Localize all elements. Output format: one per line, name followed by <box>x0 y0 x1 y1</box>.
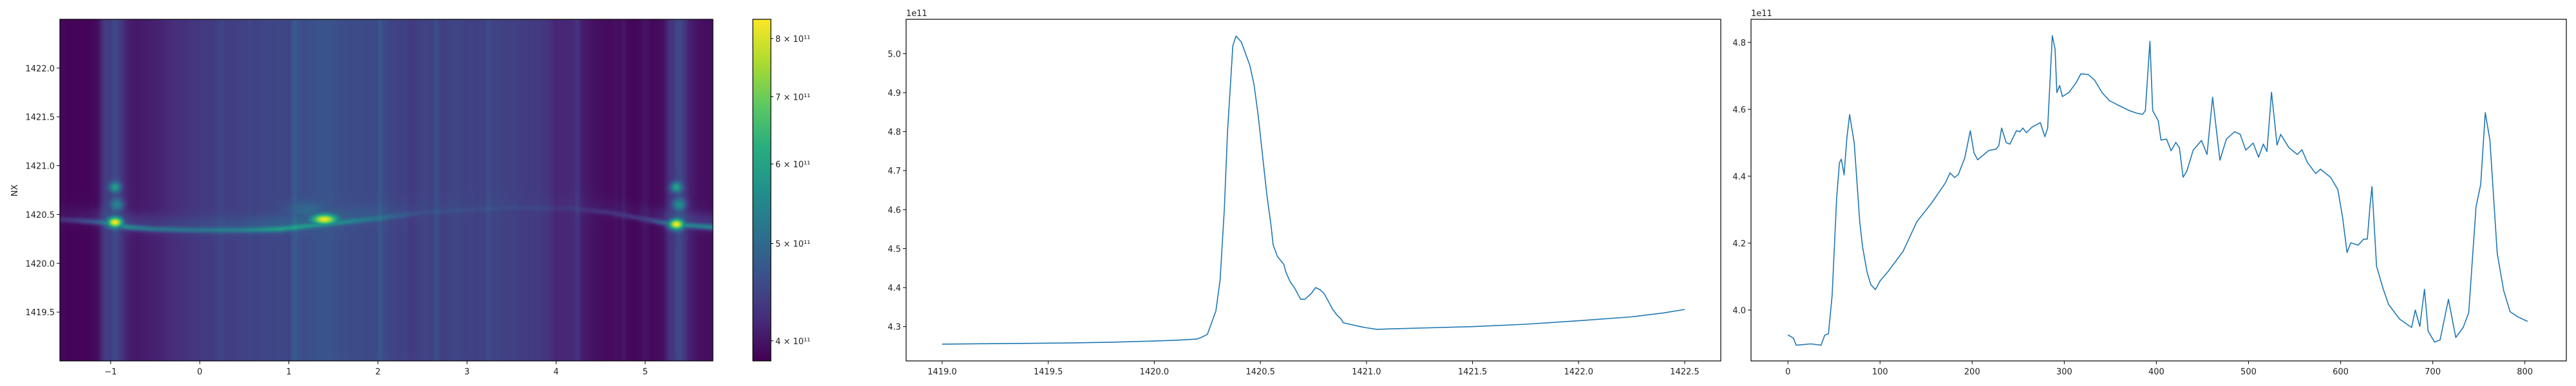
line-panel-2-x-tick-label: 200 <box>1964 367 1980 377</box>
line-panel-1-x-tick-label: 1419.5 <box>1034 367 1063 377</box>
colorbar: 4 × 10¹¹ 5 × 10¹¹ 6 × 10¹¹ 7 × 10¹¹ 8 × 10¹¹ <box>752 19 810 362</box>
heatmap-x-tick-label: 2 <box>375 367 381 377</box>
line-panel-1-y-tick-label: 4.5 <box>887 244 901 254</box>
heatmap-x-tick-label: 1 <box>286 367 291 377</box>
line-panel-1-y-tick-label: 4.9 <box>887 89 901 98</box>
line-panel-1-y-tick-label: 5.0 <box>887 50 901 59</box>
line-panel-2-y-tick-label: 4.4 <box>1732 172 1746 182</box>
line-panel-2-offset-text: 1e11 <box>1751 9 1772 19</box>
line-panel-1-y-tick-label: 4.4 <box>887 284 901 293</box>
line-panel-2-x-tick-label: 500 <box>2240 367 2257 377</box>
heatmap-y-tick-label: 1419.5 <box>26 308 55 318</box>
heatmap-y-tick-label: 1420.0 <box>26 259 55 269</box>
line-panel-1-x-tick-label: 1421.5 <box>1458 367 1488 377</box>
line-panel-1-x-tick-label: 1420.5 <box>1245 367 1275 377</box>
heatmap-x-tick-label: 0 <box>197 367 202 377</box>
line-panel-2-series-line <box>1787 35 2528 346</box>
line-panel-2-y-tick-label: 4.6 <box>1732 106 1746 115</box>
heatmap-y-tick-label: 1421.5 <box>26 113 55 123</box>
line-panel-2-x-tick-label: 100 <box>1872 367 1888 377</box>
line-panel-2-x-tick-label: 700 <box>2425 367 2441 377</box>
line-panel-2-x-tick-label: 300 <box>2056 367 2072 377</box>
colorbar-frame <box>752 19 772 362</box>
line-panel-1-offset-text: 1e11 <box>906 9 927 19</box>
line-panel-2-frame <box>1750 19 2567 362</box>
line-panel-2: 0 100 200 300 400 500 600 700 800 4.0 4.2 4.4 4.6 4.8 <box>1732 19 2567 377</box>
heatmap-y-tick-label: 1421.0 <box>26 162 55 172</box>
heatmap-frame <box>59 19 714 362</box>
heatmap-image <box>60 19 713 361</box>
line-panel-2-y-tick-label: 4.2 <box>1732 239 1746 249</box>
heatmap-x-tick-label: 5 <box>643 367 648 377</box>
colorbar-tick-label: 5 × 10¹¹ <box>775 239 810 249</box>
colorbar-tick-label: 7 × 10¹¹ <box>775 93 810 102</box>
heatmap-y-tick-label: 1422.0 <box>26 64 55 74</box>
line-panel-2-y-tick-label: 4.0 <box>1732 306 1746 316</box>
colorbar-tick-label: 6 × 10¹¹ <box>775 160 810 170</box>
line-panel-1-x-tick-label: 1422.5 <box>1670 367 1700 377</box>
heatmap-x-tick-label: 3 <box>464 367 469 377</box>
line-panel-2-x-tick-label: 800 <box>2517 367 2533 377</box>
heatmap-x-tick-label: 4 <box>553 367 558 377</box>
line-panel-1-y-tick-label: 4.3 <box>887 323 901 333</box>
colorbar-gradient <box>753 19 771 361</box>
line-panel-1-x-tick-label: 1421.0 <box>1352 367 1381 377</box>
heatmap-x-tick-label: −1 <box>104 367 117 377</box>
line-panel-1-y-tick-label: 4.8 <box>887 128 901 138</box>
heatmap-y-tick-label: 1420.5 <box>26 210 55 220</box>
line-panel-1-series-line <box>942 35 1685 345</box>
line-panel-1-frame <box>905 19 1721 362</box>
line-panel-2-x-tick-label: 400 <box>2148 367 2164 377</box>
line-panel-1-x-tick-label: 1420.0 <box>1140 367 1170 377</box>
heatmap-y-axis-label: NX <box>10 185 20 197</box>
line-panel-2-x-tick-label: 0 <box>1785 367 1790 377</box>
line-panel-2-x-tick-label: 600 <box>2333 367 2349 377</box>
line-panel-1-y-tick-label: 4.7 <box>887 167 901 176</box>
line-panel-1-y-tick-label: 4.6 <box>887 206 901 216</box>
colorbar-tick-label: 8 × 10¹¹ <box>775 35 810 44</box>
line-panel-1: 1419.0 1419.5 1420.0 1420.5 1421.0 1421.5 1422… <box>887 19 1721 377</box>
heatmap-panel: −1 0 1 2 3 4 5 1419.5 1420.0 1420.5 1421.0 1421.5 14… <box>26 19 714 377</box>
line-panel-2-y-tick-label: 4.8 <box>1732 39 1746 48</box>
line-panel-1-x-tick-label: 1422.0 <box>1564 367 1594 377</box>
colorbar-tick-label: 4 × 10¹¹ <box>775 337 810 347</box>
line-panel-1-x-tick-label: 1419.0 <box>927 367 957 377</box>
